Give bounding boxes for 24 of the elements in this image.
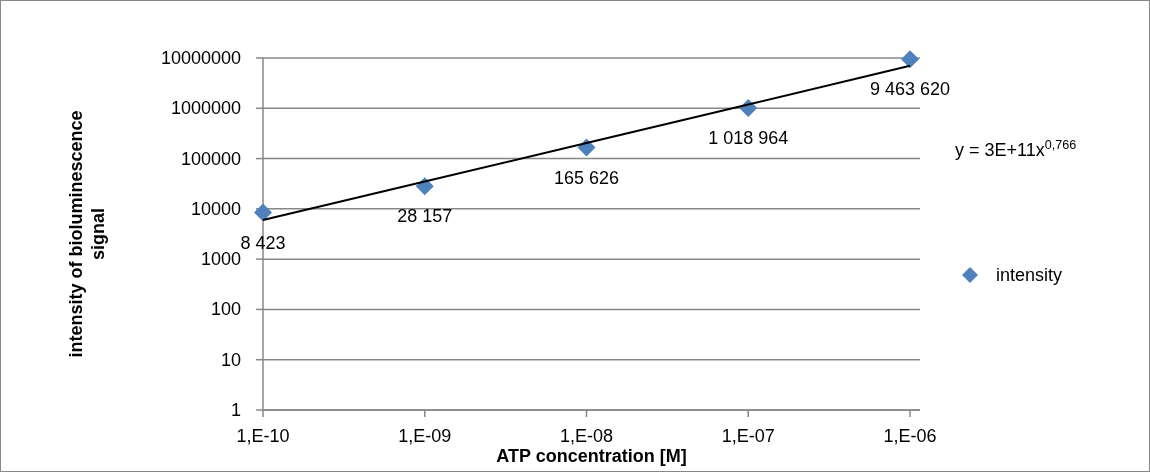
data-label: 8 423 (240, 232, 286, 253)
y-axis-title: intensity of bioluminescence signal (66, 110, 108, 358)
x-axis-title: ATP concentration [M] (496, 446, 687, 466)
x-tick-label: 1,E-06 (883, 426, 937, 446)
y-tick-label: 100000 (180, 148, 241, 169)
y-tick-label: 100 (210, 299, 241, 320)
y-tick-label: 1 (230, 400, 241, 420)
y-tick-label: 1000000 (170, 98, 241, 119)
data-label: 9 463 620 (869, 79, 951, 100)
data-label: 28 157 (397, 206, 453, 227)
x-tick-label: 1,E-09 (398, 426, 452, 446)
x-tick-label: 1,E-10 (236, 426, 290, 446)
data-label: 1 018 964 (708, 127, 789, 148)
point (254, 203, 272, 222)
y-tick-label: 10 (220, 349, 241, 370)
text: y = 3E+11x$^{0,766}$ (955, 138, 1077, 160)
y-tick-label: 10000 (190, 198, 241, 219)
legend-label: intensity (996, 265, 1063, 285)
y-tick-label: 1000 (200, 249, 241, 270)
y-tick-label: 10000000 (160, 48, 241, 68)
point (901, 50, 919, 69)
data-label: 165 626 (553, 167, 620, 188)
x-tick-label: 1,E-08 (559, 426, 614, 446)
x-tick-label: 1,E-07 (721, 426, 775, 446)
